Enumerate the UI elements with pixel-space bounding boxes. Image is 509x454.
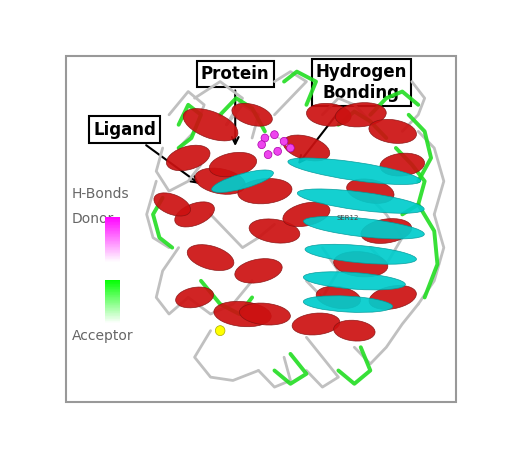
FancyBboxPatch shape bbox=[105, 297, 120, 298]
FancyBboxPatch shape bbox=[105, 323, 120, 324]
FancyBboxPatch shape bbox=[105, 256, 120, 257]
FancyBboxPatch shape bbox=[105, 261, 120, 262]
FancyBboxPatch shape bbox=[105, 319, 120, 320]
FancyBboxPatch shape bbox=[105, 238, 120, 239]
Text: Protein: Protein bbox=[201, 65, 270, 144]
FancyBboxPatch shape bbox=[105, 292, 120, 293]
FancyBboxPatch shape bbox=[105, 298, 120, 299]
FancyBboxPatch shape bbox=[105, 252, 120, 253]
FancyBboxPatch shape bbox=[105, 227, 120, 228]
FancyBboxPatch shape bbox=[105, 288, 120, 289]
FancyBboxPatch shape bbox=[105, 282, 120, 283]
FancyBboxPatch shape bbox=[105, 320, 120, 321]
FancyBboxPatch shape bbox=[105, 219, 120, 220]
FancyBboxPatch shape bbox=[105, 314, 120, 315]
FancyBboxPatch shape bbox=[105, 309, 120, 310]
FancyBboxPatch shape bbox=[105, 321, 120, 322]
FancyBboxPatch shape bbox=[105, 317, 120, 318]
FancyBboxPatch shape bbox=[105, 234, 120, 235]
FancyBboxPatch shape bbox=[105, 218, 120, 219]
FancyBboxPatch shape bbox=[105, 286, 120, 287]
FancyBboxPatch shape bbox=[105, 237, 120, 238]
FancyBboxPatch shape bbox=[105, 239, 120, 240]
FancyBboxPatch shape bbox=[105, 248, 120, 249]
FancyBboxPatch shape bbox=[105, 311, 120, 312]
FancyBboxPatch shape bbox=[105, 283, 120, 284]
FancyBboxPatch shape bbox=[66, 56, 456, 402]
FancyBboxPatch shape bbox=[105, 318, 120, 319]
FancyBboxPatch shape bbox=[105, 229, 120, 230]
FancyBboxPatch shape bbox=[105, 222, 120, 223]
FancyBboxPatch shape bbox=[105, 247, 120, 248]
FancyBboxPatch shape bbox=[105, 315, 120, 316]
Text: H-Bonds: H-Bonds bbox=[71, 188, 129, 201]
FancyBboxPatch shape bbox=[105, 313, 120, 314]
FancyBboxPatch shape bbox=[105, 226, 120, 227]
FancyBboxPatch shape bbox=[105, 299, 120, 300]
FancyBboxPatch shape bbox=[105, 285, 120, 286]
FancyBboxPatch shape bbox=[105, 245, 120, 246]
FancyBboxPatch shape bbox=[105, 305, 120, 306]
FancyBboxPatch shape bbox=[105, 294, 120, 295]
FancyBboxPatch shape bbox=[105, 289, 120, 290]
FancyBboxPatch shape bbox=[105, 291, 120, 292]
FancyBboxPatch shape bbox=[105, 303, 120, 304]
FancyBboxPatch shape bbox=[105, 230, 120, 231]
FancyBboxPatch shape bbox=[105, 223, 120, 224]
FancyBboxPatch shape bbox=[105, 258, 120, 259]
FancyBboxPatch shape bbox=[105, 287, 120, 288]
FancyBboxPatch shape bbox=[105, 322, 120, 323]
FancyBboxPatch shape bbox=[105, 308, 120, 309]
Text: Ligand: Ligand bbox=[93, 121, 197, 183]
Text: Hydrogen
Bonding: Hydrogen Bonding bbox=[299, 63, 407, 163]
FancyBboxPatch shape bbox=[105, 249, 120, 250]
FancyBboxPatch shape bbox=[105, 254, 120, 255]
FancyBboxPatch shape bbox=[105, 240, 120, 241]
FancyBboxPatch shape bbox=[105, 242, 120, 243]
FancyBboxPatch shape bbox=[105, 251, 120, 252]
FancyBboxPatch shape bbox=[105, 241, 120, 242]
FancyBboxPatch shape bbox=[105, 301, 120, 302]
FancyBboxPatch shape bbox=[105, 246, 120, 247]
FancyBboxPatch shape bbox=[105, 281, 120, 282]
FancyBboxPatch shape bbox=[105, 280, 120, 281]
FancyBboxPatch shape bbox=[105, 228, 120, 229]
FancyBboxPatch shape bbox=[105, 312, 120, 313]
FancyBboxPatch shape bbox=[105, 235, 120, 236]
FancyBboxPatch shape bbox=[105, 224, 120, 225]
FancyBboxPatch shape bbox=[105, 231, 120, 232]
FancyBboxPatch shape bbox=[105, 217, 120, 218]
FancyBboxPatch shape bbox=[105, 307, 120, 308]
FancyBboxPatch shape bbox=[105, 296, 120, 297]
FancyBboxPatch shape bbox=[105, 295, 120, 296]
FancyBboxPatch shape bbox=[105, 221, 120, 222]
FancyBboxPatch shape bbox=[105, 233, 120, 234]
FancyBboxPatch shape bbox=[105, 255, 120, 256]
FancyBboxPatch shape bbox=[105, 260, 120, 261]
FancyBboxPatch shape bbox=[105, 310, 120, 311]
Text: Acceptor: Acceptor bbox=[71, 329, 133, 343]
FancyBboxPatch shape bbox=[105, 232, 120, 233]
FancyBboxPatch shape bbox=[105, 244, 120, 245]
FancyBboxPatch shape bbox=[105, 259, 120, 260]
FancyBboxPatch shape bbox=[105, 316, 120, 317]
Text: Donor: Donor bbox=[71, 212, 114, 226]
FancyBboxPatch shape bbox=[105, 253, 120, 254]
FancyBboxPatch shape bbox=[105, 220, 120, 221]
FancyBboxPatch shape bbox=[105, 293, 120, 294]
FancyBboxPatch shape bbox=[105, 284, 120, 285]
FancyBboxPatch shape bbox=[105, 225, 120, 226]
FancyBboxPatch shape bbox=[105, 257, 120, 258]
FancyBboxPatch shape bbox=[105, 290, 120, 291]
FancyBboxPatch shape bbox=[105, 306, 120, 307]
FancyBboxPatch shape bbox=[105, 250, 120, 251]
FancyBboxPatch shape bbox=[105, 302, 120, 303]
FancyBboxPatch shape bbox=[105, 304, 120, 305]
FancyBboxPatch shape bbox=[105, 300, 120, 301]
FancyBboxPatch shape bbox=[105, 243, 120, 244]
FancyBboxPatch shape bbox=[105, 236, 120, 237]
